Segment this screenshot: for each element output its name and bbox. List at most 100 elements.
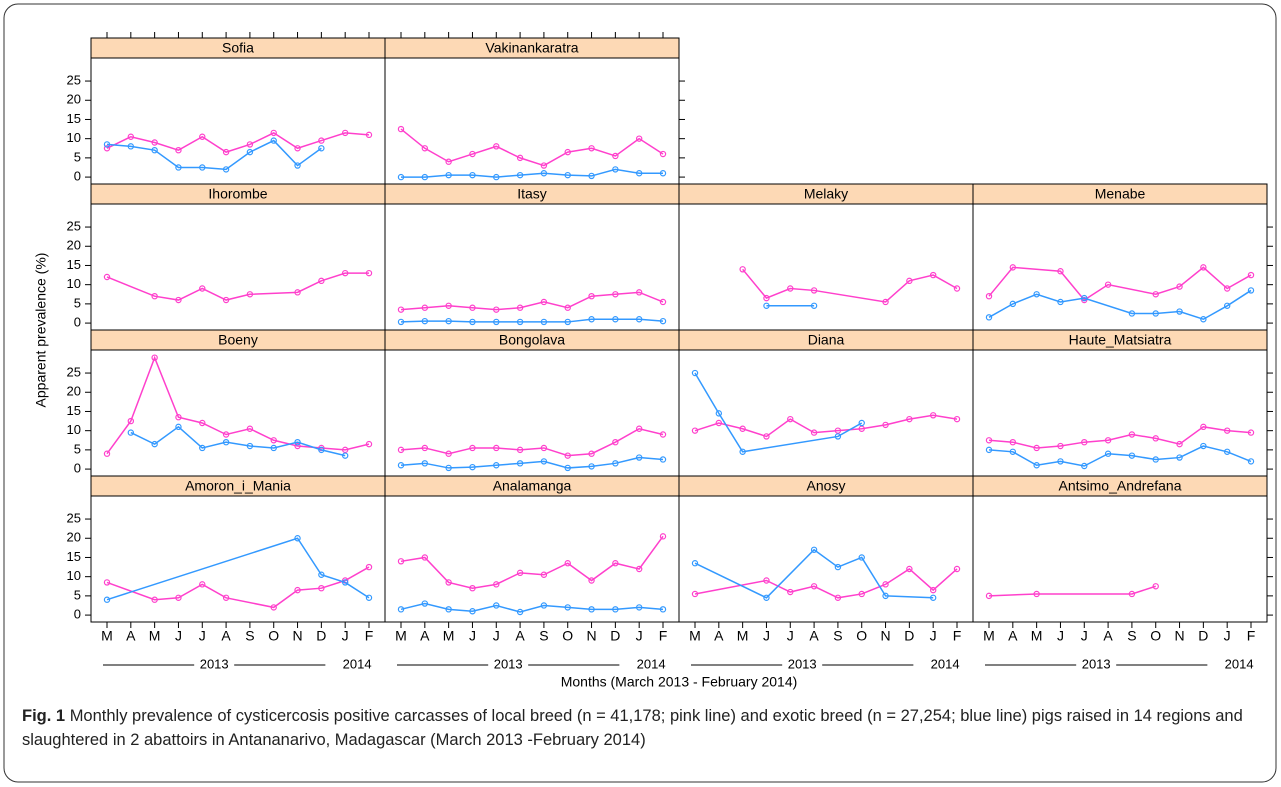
data-point <box>1152 456 1159 463</box>
data-point <box>953 565 961 573</box>
year-label: 2013 <box>1082 656 1111 671</box>
data-point <box>659 298 667 306</box>
data-point <box>1033 444 1040 452</box>
data-point <box>341 129 349 137</box>
data-point <box>1223 302 1231 309</box>
year-label: 2013 <box>788 656 817 671</box>
x-tick-label: J <box>1081 628 1088 644</box>
data-point <box>810 583 818 590</box>
y-tick-label: 15 <box>67 257 81 272</box>
data-point <box>1009 264 1017 271</box>
data-point <box>1152 583 1159 590</box>
x-tick-label: J <box>1057 628 1064 644</box>
series-line <box>400 456 664 469</box>
data-point <box>445 606 452 613</box>
data-point <box>222 594 230 601</box>
data-point <box>1223 448 1231 455</box>
data-point <box>397 462 405 469</box>
data-point <box>763 577 770 584</box>
data-point <box>222 296 230 304</box>
y-tick-label: 25 <box>67 72 81 87</box>
data-point <box>469 150 476 158</box>
series-line <box>988 585 1156 597</box>
data-point <box>715 419 723 427</box>
x-tick-label: A <box>126 628 136 644</box>
x-tick-label: F <box>1247 628 1256 644</box>
data-point <box>103 596 111 603</box>
data-point <box>493 444 500 452</box>
series-line <box>400 291 664 311</box>
y-tick-label: 20 <box>67 384 81 399</box>
data-point <box>659 150 667 158</box>
data-point <box>1009 448 1017 455</box>
y-tick-label: 25 <box>67 510 81 525</box>
data-point <box>175 423 182 431</box>
x-tick-label: N <box>1174 628 1184 644</box>
panel-frame <box>972 495 1268 623</box>
x-tick-label: J <box>930 628 937 644</box>
y-tick-label: 15 <box>67 403 81 418</box>
data-point <box>1176 440 1183 448</box>
data-point <box>635 604 643 611</box>
panel-title: Boeny <box>218 332 258 348</box>
caption: Fig. 1 Monthly prevalence of cysticercos… <box>22 704 1262 752</box>
data-point <box>588 606 595 613</box>
data-point <box>763 302 770 309</box>
series-line <box>988 445 1252 467</box>
y-tick-label: 15 <box>67 111 81 126</box>
x-tick-label: A <box>1008 628 1018 644</box>
x-tick-label: J <box>175 628 182 644</box>
x-tick-label: A <box>221 628 231 644</box>
data-point <box>151 596 158 603</box>
x-tick-label: D <box>316 628 326 644</box>
data-point <box>564 452 571 459</box>
data-point <box>929 594 937 601</box>
data-point <box>445 302 452 309</box>
data-point <box>365 269 373 277</box>
data-point <box>103 145 111 152</box>
series-line <box>694 372 863 453</box>
series-line <box>130 425 346 457</box>
panel-frame <box>678 349 974 477</box>
data-point <box>1176 308 1183 315</box>
y-axis-label: Apparent prevalence (%) <box>33 253 49 408</box>
y-tick-label: 5 <box>74 295 81 310</box>
data-point <box>103 450 111 457</box>
data-point <box>858 590 865 598</box>
data-point <box>1104 450 1112 457</box>
x-tick-label: M <box>983 628 995 644</box>
data-point <box>127 143 135 150</box>
data-point <box>1200 264 1207 271</box>
data-point <box>1223 285 1231 292</box>
panel-title: Bongolava <box>499 332 565 348</box>
data-point <box>739 448 746 455</box>
data-point <box>1033 590 1040 598</box>
data-point <box>469 463 476 471</box>
data-point <box>397 173 405 181</box>
data-point <box>493 462 500 469</box>
data-point <box>540 162 548 169</box>
x-tick-label: M <box>395 628 407 644</box>
year-label: 2014 <box>1225 656 1254 671</box>
x-tick-label: D <box>1198 628 1208 644</box>
data-point <box>882 592 889 600</box>
data-point <box>882 581 889 588</box>
data-point <box>985 314 993 321</box>
year-label: 2014 <box>637 656 666 671</box>
data-point <box>469 444 476 452</box>
data-point <box>564 171 571 179</box>
data-point <box>715 410 723 417</box>
data-point <box>493 143 500 150</box>
y-tick-label: 0 <box>74 461 81 476</box>
data-point <box>175 164 182 171</box>
data-point <box>516 446 524 454</box>
data-point <box>1247 429 1255 436</box>
data-point <box>1247 458 1255 465</box>
data-point <box>858 419 865 427</box>
data-point <box>341 269 349 277</box>
year-gap <box>488 657 529 673</box>
y-tick-label: 20 <box>67 530 81 545</box>
data-point <box>564 318 571 326</box>
panel-frame <box>90 203 386 331</box>
series-line <box>106 132 370 153</box>
